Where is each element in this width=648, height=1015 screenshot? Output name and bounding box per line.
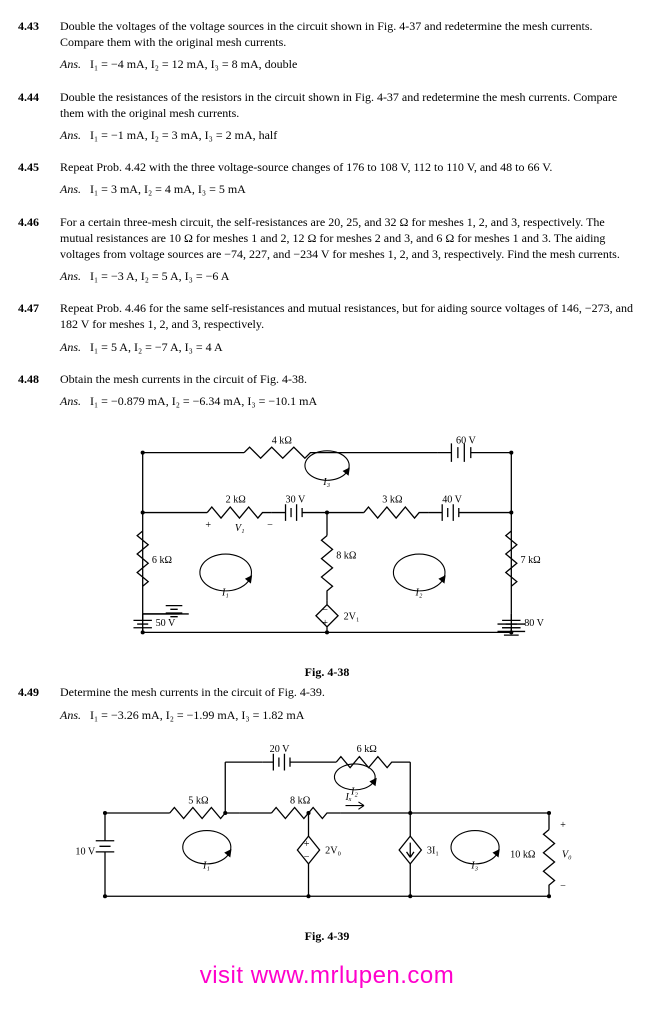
answer-values: I₁ = −1 mA, I₂ = 3 mA, I₃ = 2 mA, half [90,128,277,142]
problem-4-49: 4.49 Determine the mesh currents in the … [18,684,636,728]
problem-4-44: 4.44 Double the resistances of the resis… [18,89,636,150]
answer-line: Ans. I₁ = −0.879 mA, I₂ = −6.34 mA, I₃ =… [60,393,636,409]
answer-values: I₁ = 5 A, I₂ = −7 A, I₃ = 4 A [90,340,223,354]
label-50v: 50 V [156,618,176,629]
problem-body: Determine the mesh currents in the circu… [60,684,636,728]
answer-line: Ans. I₁ = 5 A, I₂ = −7 A, I₃ = 4 A [60,339,636,355]
answer-values: I₁ = 3 mA, I₂ = 4 mA, I₃ = 5 mA [90,182,246,196]
figure-4-38: 4 kΩ 60 V 2 kΩ 30 V 3 kΩ 40 V 6 kΩ 8 kΩ … [18,425,636,680]
label-i3: I₃ [470,860,478,871]
answer-label: Ans. [60,269,81,283]
figure-caption: Fig. 4-38 [18,664,636,680]
label-30v: 30 V [286,495,306,506]
problem-number: 4.46 [18,214,60,291]
problem-number: 4.48 [18,371,60,415]
figure-caption: Fig. 4-39 [18,928,636,944]
answer-line: Ans. I₁ = −3.26 mA, I₂ = −1.99 mA, I₃ = … [60,707,636,723]
label-2v0: 2V₀ [325,845,341,856]
label-6k: 6 kΩ [152,555,172,566]
answer-label: Ans. [60,708,81,722]
problem-body: Double the resistances of the resistors … [60,89,636,150]
answer-label: Ans. [60,57,81,71]
problem-body: For a certain three-mesh circuit, the se… [60,214,636,291]
label-20v: 20 V [270,744,291,755]
circuit-4-38-svg: 4 kΩ 60 V 2 kΩ 30 V 3 kΩ 40 V 6 kΩ 8 kΩ … [87,425,567,660]
answer-label: Ans. [60,128,81,142]
label-8k: 8 kΩ [336,551,356,562]
answer-line: Ans. I₁ = −4 mA, I₂ = 12 mA, I₃ = 8 mA, … [60,56,636,72]
answer-values: I₁ = −3.26 mA, I₂ = −1.99 mA, I₃ = 1.82 … [90,708,304,722]
problem-4-45: 4.45 Repeat Prob. 4.42 with the three vo… [18,159,636,203]
problem-text: Obtain the mesh currents in the circuit … [60,371,636,387]
circuit-4-39-svg: 20 V 6 kΩ 5 kΩ 8 kΩ Iₓ 10 V 2V₀ 3I₁ 10 k… [67,739,587,924]
dep1-plus: + [304,839,310,850]
label-10k: 10 kΩ [510,849,536,860]
label-i3: I₃ [322,477,330,488]
label-4k: 4 kΩ [272,436,292,447]
label-80v: 80 V [524,618,544,629]
label-i1: I₁ [221,588,229,599]
answer-label: Ans. [60,340,81,354]
problem-text: Repeat Prob. 4.46 for the same self-resi… [60,300,636,332]
problem-4-43: 4.43 Double the voltages of the voltage … [18,18,636,79]
problem-number: 4.44 [18,89,60,150]
problem-text: For a certain three-mesh circuit, the se… [60,214,636,263]
problem-text: Double the resistances of the resistors … [60,89,636,121]
label-minus: − [267,520,273,531]
answer-values: I₁ = −4 mA, I₂ = 12 mA, I₃ = 8 mA, doubl… [90,57,297,71]
label-v0: V₀ [562,849,572,860]
answer-values: I₁ = −3 A, I₂ = 5 A, I₃ = −6 A [90,269,229,283]
label-2k: 2 kΩ [226,495,246,506]
label-2v1: 2V₁ [344,612,360,623]
answer-label: Ans. [60,182,81,196]
dep-plus: + [322,618,328,629]
problem-4-47: 4.47 Repeat Prob. 4.46 for the same self… [18,300,636,361]
label-10v: 10 V [75,846,96,857]
label-minus-r: − [560,881,566,892]
problem-text: Determine the mesh currents in the circu… [60,684,636,700]
problem-number: 4.45 [18,159,60,203]
label-60v: 60 V [456,436,476,447]
answer-line: Ans. I₁ = −1 mA, I₂ = 3 mA, I₃ = 2 mA, h… [60,127,636,143]
label-plus: + [205,520,211,531]
problem-body: Repeat Prob. 4.42 with the three voltage… [60,159,636,203]
dep1-minus: − [304,852,310,863]
label-i2: I₂ [350,786,358,797]
problem-text: Repeat Prob. 4.42 with the three voltage… [60,159,636,175]
problem-4-46: 4.46 For a certain three-mesh circuit, t… [18,214,636,291]
problem-number: 4.49 [18,684,60,728]
label-5k: 5 kΩ [188,796,209,807]
label-3ix: 3I₁ [427,845,439,856]
label-40v: 40 V [442,495,462,506]
problem-4-48: 4.48 Obtain the mesh currents in the cir… [18,371,636,415]
answer-label: Ans. [60,394,81,408]
problem-body: Obtain the mesh currents in the circuit … [60,371,636,415]
label-6k: 6 kΩ [357,744,378,755]
figure-4-39: 20 V 6 kΩ 5 kΩ 8 kΩ Iₓ 10 V 2V₀ 3I₁ 10 k… [18,739,636,944]
answer-values: I₁ = −0.879 mA, I₂ = −6.34 mA, I₃ = −10.… [90,394,317,408]
answer-line: Ans. I₁ = 3 mA, I₂ = 4 mA, I₃ = 5 mA [60,181,636,197]
label-8k: 8 kΩ [290,796,311,807]
problem-text: Double the voltages of the voltage sourc… [60,18,636,50]
problem-number: 4.43 [18,18,60,79]
dep-minus: − [322,605,328,616]
label-plus-r: + [560,820,566,831]
label-v1: V₁ [235,523,245,534]
problem-number: 4.47 [18,300,60,361]
answer-line: Ans. I₁ = −3 A, I₂ = 5 A, I₃ = −6 A [60,268,636,284]
label-i2: I₂ [414,588,422,599]
label-3k: 3 kΩ [382,495,402,506]
problem-body: Double the voltages of the voltage sourc… [60,18,636,79]
problem-body: Repeat Prob. 4.46 for the same self-resi… [60,300,636,361]
label-i1: I₁ [202,860,210,871]
footer-visit-link[interactable]: visit www.mrlupen.com [18,960,636,992]
label-7k: 7 kΩ [521,555,541,566]
